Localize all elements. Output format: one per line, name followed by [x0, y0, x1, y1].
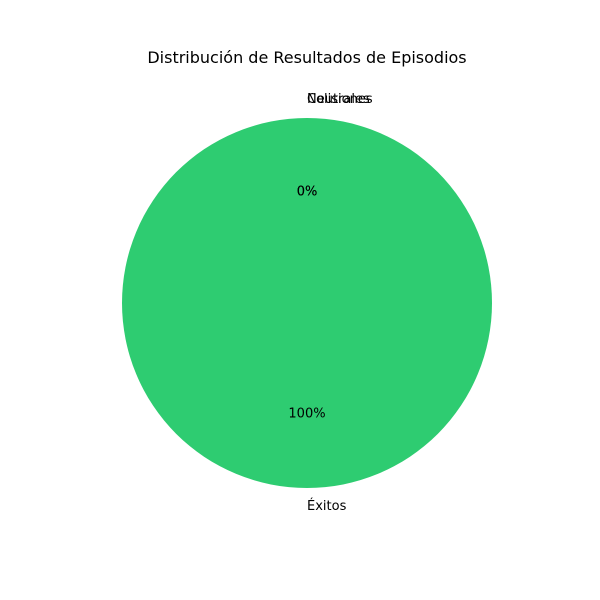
chart-title: Distribución de Resultados de Episodios [147, 48, 466, 67]
slice-percent-colisiones: 0% [297, 185, 318, 200]
slice-percent-exitos: 100% [288, 407, 325, 422]
slice-label-exitos: Éxitos [307, 498, 347, 514]
slice-label-neutrales: Neutrales [307, 92, 370, 107]
slices-layer [122, 118, 492, 488]
slice-percent-neutrales: 0% [297, 185, 318, 200]
slice-label-colisiones: Colisiones [307, 92, 373, 107]
pie-slice-exitos [122, 118, 492, 488]
